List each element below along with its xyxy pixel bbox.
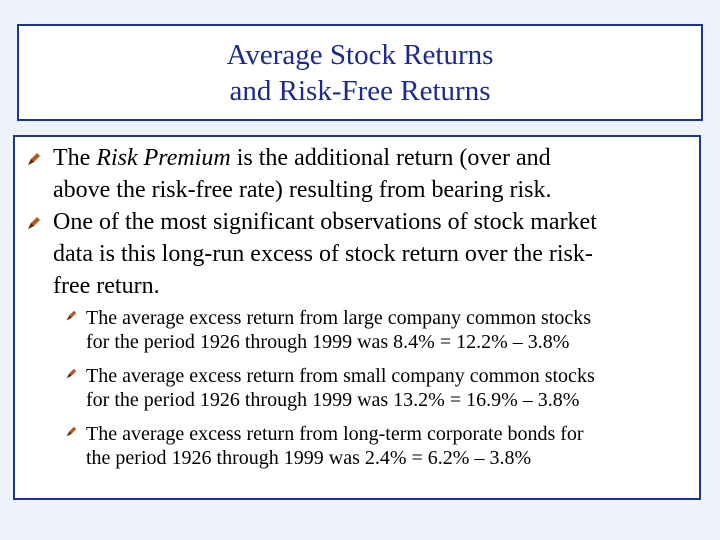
sub-bullet-3-line-1: The average excess return from long-term…: [86, 423, 584, 445]
sub-bullet-1-line-1: The average excess return from large com…: [86, 307, 591, 329]
bullet-2-line-1: One of the most significant observations…: [53, 209, 597, 235]
pen-nib-bullet-icon: [27, 152, 41, 166]
title-box: Average Stock Returns and Risk-Free Retu…: [17, 24, 703, 121]
pen-nib-sub-bullet-icon: [66, 426, 77, 437]
pen-nib-bullet-icon: [27, 216, 41, 230]
content-frame: [13, 135, 701, 500]
sub-bullet-3: The average excess return from long-term…: [86, 422, 706, 470]
risk-premium-term: Risk Premium: [96, 145, 231, 171]
sub-bullet-2: The average excess return from small com…: [86, 364, 706, 412]
bullet-1-line-1: The Risk Premium is the additional retur…: [53, 142, 703, 174]
bullet-1-line-1-pre: The: [53, 145, 97, 171]
sub-bullet-2-line-1: The average excess return from small com…: [86, 365, 595, 387]
bullet-2-line-2: data is this long-run excess of stock re…: [53, 241, 593, 267]
sub-bullet-1: The average excess return from large com…: [86, 306, 706, 354]
pen-nib-sub-bullet-icon: [66, 310, 77, 321]
bullet-1: The Risk Premium is the additional retur…: [53, 142, 703, 206]
bullet-2-line-3: free return.: [53, 273, 160, 299]
slide-title-line-2: and Risk-Free Returns: [229, 74, 491, 107]
bullet-2: One of the most significant observations…: [53, 206, 703, 302]
slide-title-line-1: Average Stock Returns: [226, 38, 494, 71]
bullet-1-line-1-post: is the additional return (over and: [230, 145, 551, 171]
sub-bullet-3-line-2: the period 1926 through 1999 was 2.4% = …: [86, 447, 532, 469]
pen-nib-sub-bullet-icon: [66, 368, 77, 379]
sub-bullet-2-line-2: for the period 1926 through 1999 was 13.…: [86, 389, 580, 411]
sub-bullet-1-line-2: for the period 1926 through 1999 was 8.4…: [86, 331, 570, 353]
bullet-1-line-2: above the risk-free rate) resulting from…: [53, 177, 552, 203]
